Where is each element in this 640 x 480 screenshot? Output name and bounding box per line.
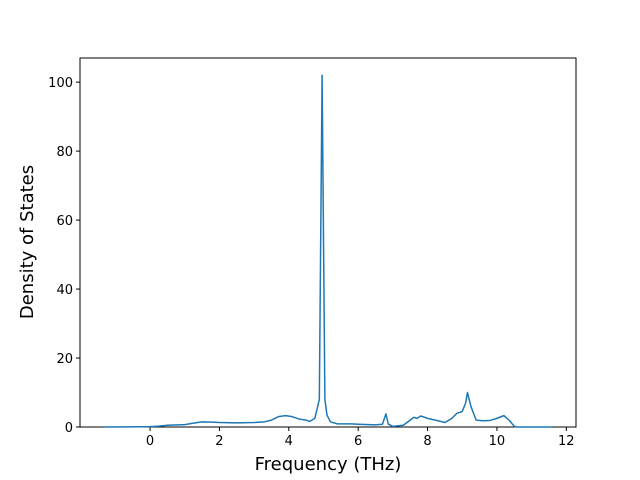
x-tick-label: 0: [146, 434, 154, 449]
x-tick-label: 2: [215, 434, 223, 449]
line-series: [103, 74, 553, 428]
y-tick-label: 100: [48, 76, 73, 91]
y-tick-label: 80: [56, 145, 73, 160]
x-tick-label: 6: [354, 434, 362, 449]
y-tick-label: 0: [65, 421, 73, 436]
y-axis-label: Density of States: [17, 165, 38, 319]
plot-frame: [79, 57, 577, 428]
y-tick-label: 40: [56, 283, 73, 298]
y-tick-label: 60: [56, 214, 73, 229]
x-tick-label: 10: [489, 434, 506, 449]
x-axis-label: Frequency (THz): [255, 454, 402, 475]
x-tick-label: 12: [558, 434, 575, 449]
y-tick-label: 20: [56, 352, 73, 367]
x-tick-label: 8: [423, 434, 431, 449]
x-tick-label: 4: [285, 434, 293, 449]
